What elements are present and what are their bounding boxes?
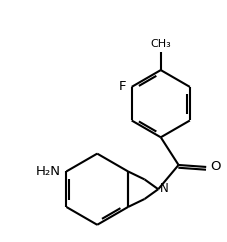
Text: CH₃: CH₃	[150, 39, 170, 49]
Text: F: F	[119, 80, 126, 93]
Text: H₂N: H₂N	[35, 165, 60, 178]
Text: O: O	[209, 160, 220, 174]
Text: N: N	[160, 182, 168, 195]
